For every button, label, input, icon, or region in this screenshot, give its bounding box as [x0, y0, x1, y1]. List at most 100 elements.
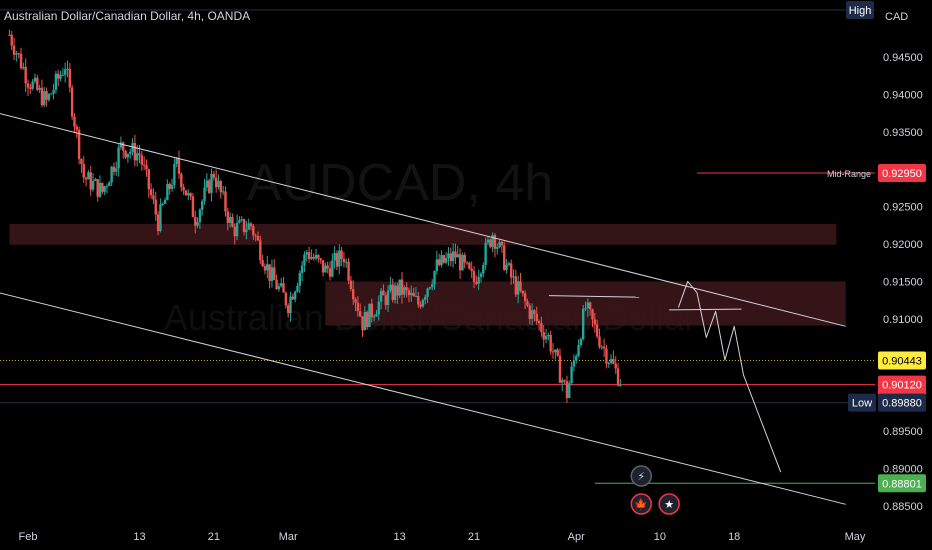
candle-body-199: [470, 268, 473, 271]
candle-body-17: [47, 94, 51, 100]
candle-body-32: [82, 163, 85, 178]
candle-body-112: [268, 264, 271, 281]
candle-body-236: [556, 349, 559, 356]
candle-body-86: [207, 180, 211, 193]
candle-body-144: [342, 258, 346, 263]
y-tick-label: 0.89000: [883, 463, 923, 475]
candle-body-120: [286, 305, 290, 314]
candle-body-222: [523, 293, 527, 302]
candle-body-196: [463, 254, 466, 263]
y-tick-label: 0.94500: [883, 52, 923, 64]
candle-body-25: [66, 68, 69, 70]
price-tag-current-price-text: 0.90120: [882, 380, 922, 392]
candle-body-238: [561, 380, 564, 383]
candle-body-1: [10, 34, 13, 46]
chart-title: Australian Dollar/Canadian Dollar, 4h, O…: [4, 9, 251, 23]
candle-body-79: [191, 196, 195, 218]
candle-body-248: [584, 308, 587, 310]
canada-flag-icon-circle: [630, 493, 653, 515]
candle-body-61: [149, 189, 153, 196]
candle-body-140: [333, 252, 336, 261]
candle-body-143: [340, 250, 343, 259]
candle-body-12: [36, 77, 39, 90]
candle-body-255: [600, 346, 603, 348]
australia-flag-icon: ★: [664, 498, 674, 511]
candle-body-126: [300, 265, 304, 273]
candle-body-96: [231, 216, 234, 227]
candle-body-122: [291, 296, 295, 300]
candle-body-179: [424, 296, 427, 300]
candle-body-46: [115, 168, 118, 172]
candle-body-172: [407, 290, 411, 296]
candle-body-5: [19, 53, 23, 69]
candle-body-261: [614, 363, 617, 369]
candle-body-216: [509, 263, 513, 278]
candle-body-84: [203, 187, 206, 202]
candle-body-169: [400, 279, 404, 295]
candle-body-49: [122, 142, 125, 151]
candle-body-4: [17, 53, 20, 55]
candle-body-193: [456, 254, 459, 258]
candle-body-70: [170, 185, 174, 189]
candle-body-247: [582, 308, 585, 340]
y-tick-label: 0.91500: [883, 276, 923, 288]
candle-body-125: [298, 272, 301, 286]
candle-body-149: [354, 299, 357, 303]
candle-body-103: [247, 223, 250, 230]
candle-body-245: [577, 344, 580, 357]
candle-body-68: [166, 183, 169, 201]
candle-body-254: [598, 336, 601, 347]
x-tick-label: Apr: [568, 531, 585, 543]
candle-body-116: [277, 286, 281, 290]
candle-body-36: [91, 180, 95, 190]
candle-body-31: [80, 159, 83, 164]
candle-body-6: [22, 67, 25, 69]
candle-body-167: [396, 285, 399, 296]
candle-body-170: [403, 287, 406, 295]
price-tag-green-level: [878, 474, 926, 493]
candle-body-94: [226, 211, 229, 223]
candle-body-102: [245, 229, 248, 233]
candle-body-48: [119, 142, 123, 148]
candle-body-133: [317, 255, 320, 259]
x-tick-label: 21: [468, 531, 480, 543]
candle-body-29: [75, 126, 78, 130]
candle-body-187: [442, 255, 446, 263]
candle-body-174: [412, 293, 415, 297]
candle-body-217: [512, 276, 515, 278]
candle-body-194: [458, 254, 462, 271]
candle-body-28: [73, 116, 76, 127]
candle-body-138: [328, 268, 332, 277]
candle-body-117: [280, 283, 283, 287]
candle-body-64: [156, 214, 160, 232]
candle-body-38: [96, 179, 99, 197]
candle-body-10: [31, 81, 34, 89]
candle-body-137: [326, 265, 329, 269]
candle-body-124: [296, 285, 299, 292]
candle-body-178: [421, 299, 425, 307]
candle-body-27: [70, 87, 74, 117]
candle-body-139: [331, 260, 334, 277]
candle-body-132: [314, 255, 318, 259]
candle-body-135: [321, 260, 325, 273]
candle-body-121: [289, 296, 292, 314]
candle-body-246: [579, 339, 583, 345]
y-tick-label: 0.89500: [883, 426, 923, 438]
candle-body-195: [461, 254, 464, 271]
candle-body-239: [563, 380, 566, 382]
candle-body-141: [335, 252, 339, 267]
candle-body-62: [152, 195, 155, 200]
candle-body-152: [361, 316, 364, 331]
y-tick-label: 0.91000: [883, 314, 923, 326]
candle-body-150: [356, 302, 360, 312]
x-tick-label: Mar: [279, 531, 298, 543]
candle-body-20: [54, 73, 58, 90]
candle-body-37: [94, 179, 97, 181]
candle-body-114: [273, 267, 276, 280]
candle-body-21: [56, 73, 60, 79]
y-tick-label: 0.93500: [883, 127, 923, 139]
candle-body-186: [440, 255, 443, 266]
candle-body-73: [177, 158, 181, 174]
